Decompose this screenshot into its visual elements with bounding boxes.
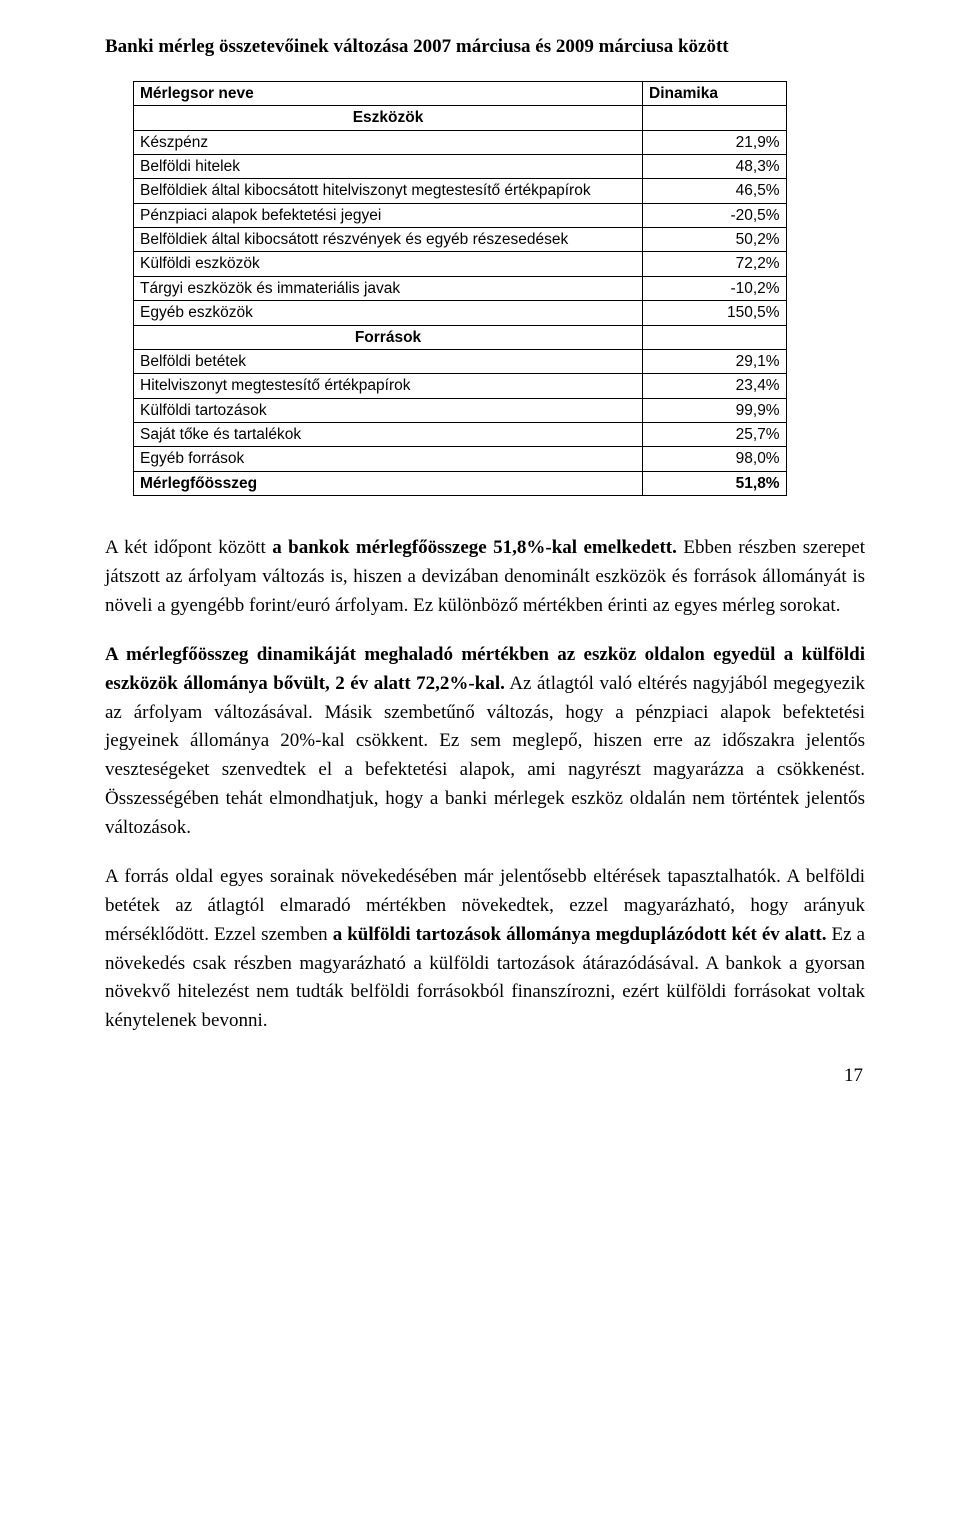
row-value: 72,2% — [643, 252, 787, 276]
table-row: Külföldi eszközök 72,2% — [134, 252, 787, 276]
table-row: Külföldi tartozások 99,9% — [134, 398, 787, 422]
section-assets-empty — [643, 106, 787, 130]
row-value: 98,0% — [643, 447, 787, 471]
row-value: 150,5% — [643, 301, 787, 325]
table-row: Belföldiek által kibocsátott részvények … — [134, 228, 787, 252]
row-name: Belföldi betétek — [134, 349, 643, 373]
table-row: Egyéb eszközök 150,5% — [134, 301, 787, 325]
row-value: 29,1% — [643, 349, 787, 373]
row-value: -20,5% — [643, 203, 787, 227]
section-liabilities-label: Források — [134, 325, 643, 349]
table-row: Belföldiek által kibocsátott hitelviszon… — [134, 179, 787, 203]
row-value: 25,7% — [643, 423, 787, 447]
total-row: Mérlegfőösszeg 51,8% — [134, 471, 787, 495]
row-name: Tárgyi eszközök és immateriális javak — [134, 276, 643, 300]
header-name: Mérlegsor neve — [134, 81, 643, 105]
row-name: Hitelviszonyt megtestesítő értékpapírok — [134, 374, 643, 398]
table-row: Belföldi hitelek 48,3% — [134, 154, 787, 178]
row-name: Pénzpiaci alapok befektetési jegyei — [134, 203, 643, 227]
paragraph-3: A forrás oldal egyes sorainak növekedésé… — [105, 863, 865, 1036]
balance-table: Mérlegsor neve Dinamika Eszközök Készpén… — [133, 81, 787, 496]
row-name: Egyéb források — [134, 447, 643, 471]
row-name: Készpénz — [134, 130, 643, 154]
section-assets: Eszközök — [134, 106, 787, 130]
page-number: 17 — [105, 1064, 865, 1088]
row-name: Belföldi hitelek — [134, 154, 643, 178]
table-row: Pénzpiaci alapok befektetési jegyei -20,… — [134, 203, 787, 227]
total-value: 51,8% — [643, 471, 787, 495]
row-value: 48,3% — [643, 154, 787, 178]
table-row: Készpénz 21,9% — [134, 130, 787, 154]
body-text: A két időpont között a bankok mérlegfőös… — [105, 534, 865, 1036]
row-value: 46,5% — [643, 179, 787, 203]
table-row: Egyéb források 98,0% — [134, 447, 787, 471]
table-header-row: Mérlegsor neve Dinamika — [134, 81, 787, 105]
paragraph-2: A mérlegfőösszeg dinamikáját meghaladó m… — [105, 641, 865, 843]
section-assets-label: Eszközök — [134, 106, 643, 130]
paragraph-1: A két időpont között a bankok mérlegfőös… — [105, 534, 865, 621]
row-value: -10,2% — [643, 276, 787, 300]
section-liabilities: Források — [134, 325, 787, 349]
row-value: 99,9% — [643, 398, 787, 422]
section-liabilities-empty — [643, 325, 787, 349]
p1-text-a: A két időpont között — [105, 537, 272, 558]
row-value: 21,9% — [643, 130, 787, 154]
row-value: 23,4% — [643, 374, 787, 398]
table-row: Saját tőke és tartalékok 25,7% — [134, 423, 787, 447]
row-name: Egyéb eszközök — [134, 301, 643, 325]
table-row: Tárgyi eszközök és immateriális javak -1… — [134, 276, 787, 300]
p1-text-b: a bankok mérlegfőösszege 51,8%-kal emelk… — [272, 537, 677, 558]
p2-text-b: Az átlagtól való eltérés nagyjából megeg… — [105, 673, 865, 838]
row-name: Belföldiek által kibocsátott hitelviszon… — [134, 179, 643, 203]
row-name: Belföldiek által kibocsátott részvények … — [134, 228, 643, 252]
page-title: Banki mérleg összetevőinek változása 200… — [105, 35, 865, 59]
p3-text-b: a külföldi tartozások állománya megduplá… — [333, 924, 827, 945]
row-name: Külföldi eszközök — [134, 252, 643, 276]
table-row: Hitelviszonyt megtestesítő értékpapírok … — [134, 374, 787, 398]
row-name: Saját tőke és tartalékok — [134, 423, 643, 447]
table-row: Belföldi betétek 29,1% — [134, 349, 787, 373]
row-value: 50,2% — [643, 228, 787, 252]
header-value: Dinamika — [643, 81, 787, 105]
total-name: Mérlegfőösszeg — [134, 471, 643, 495]
row-name: Külföldi tartozások — [134, 398, 643, 422]
